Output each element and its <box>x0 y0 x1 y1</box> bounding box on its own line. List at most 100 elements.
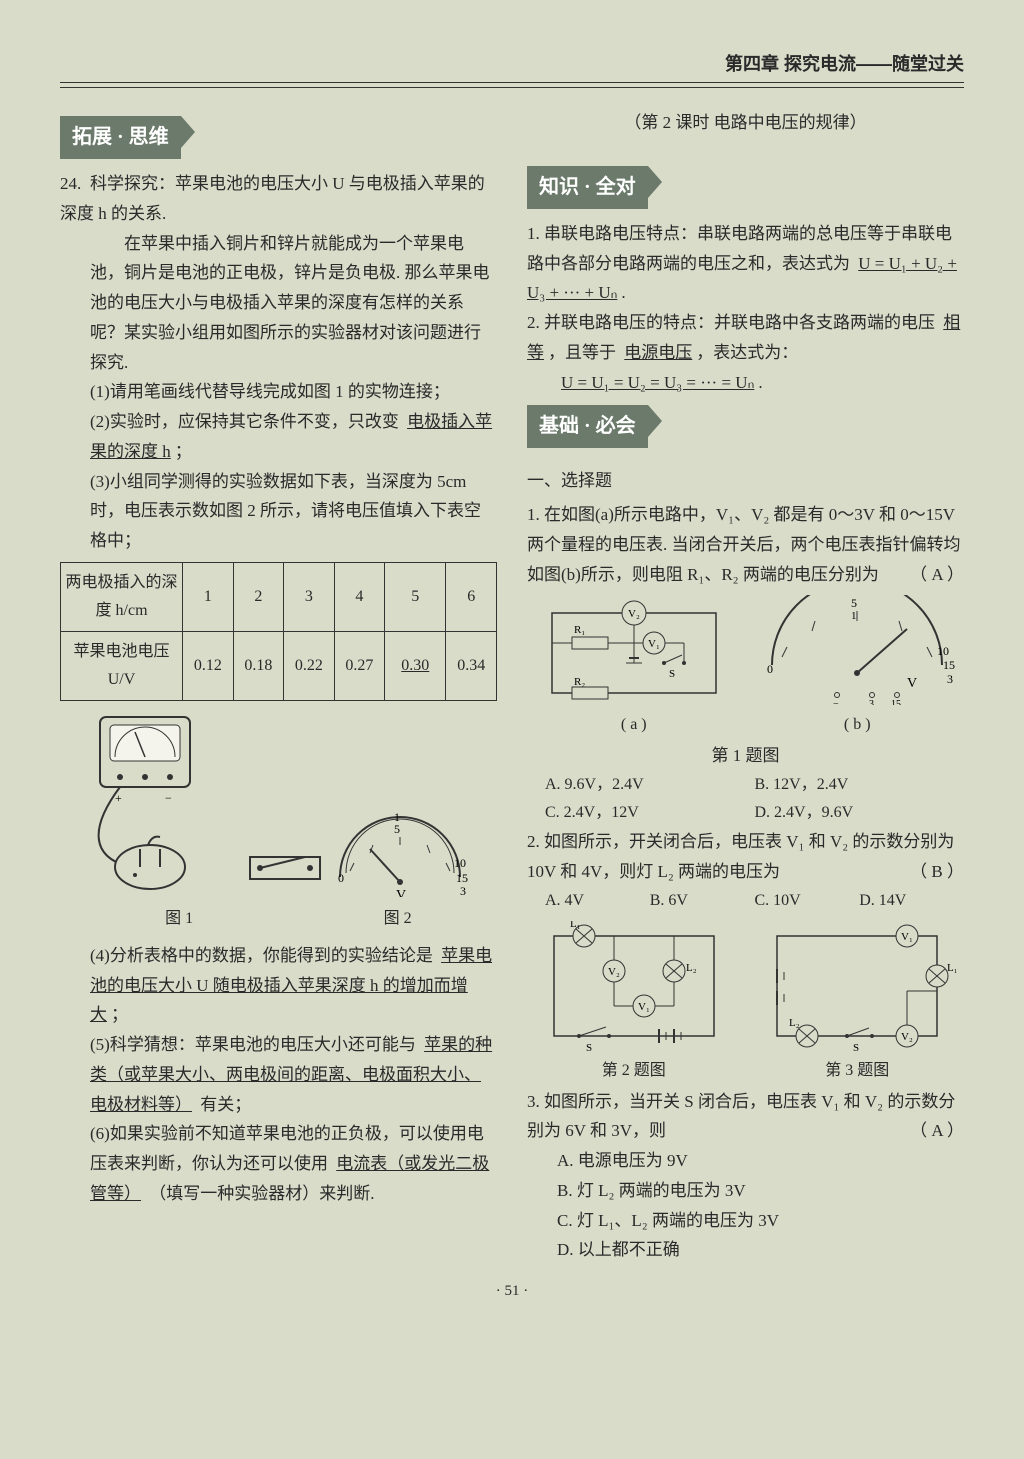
svg-text:L₁: L₁ <box>570 921 581 930</box>
svg-text:15: 15 <box>891 699 901 705</box>
section-tag-tuozhan: 拓展 · 思维 <box>60 116 181 159</box>
svg-text:S: S <box>853 1042 859 1051</box>
left-column: 拓展 · 思维 24.科学探究：苹果电池的电压大小 U 与电极插入苹果的深度 h… <box>60 108 497 1265</box>
q24-sub3: (3)小组同学测得的实验数据如下表，当深度为 5cm 时，电压表示数如图 2 所… <box>60 467 497 556</box>
svg-text:3: 3 <box>947 672 953 686</box>
data-table: 两电极插入的深度 h/cm 1 2 3 4 5 6 苹果电池电压 U/V 0.1… <box>60 562 497 701</box>
k2-answer-2: 电源电压 <box>620 343 696 362</box>
q2-choice-b: B. 6V <box>650 887 755 915</box>
right-column: （第 2 课时 电路中电压的规律） 知识 · 全对 1. 串联电路电压特点：串联… <box>527 108 964 1265</box>
svg-text:15: 15 <box>943 658 955 672</box>
q3-text: 3. 如图所示，当开关 S 闭合后，电压表 V₁ 和 V₂ 的示数分别为 6V … <box>527 1087 964 1147</box>
table-cell: 0.34 <box>446 631 497 700</box>
q1-choice-d: D. 2.4V，9.6V <box>755 799 965 827</box>
q2-choice-a: A. 4V <box>545 887 650 915</box>
q1-text: 1. 在如图(a)所示电路中，V₁、V₂ 都是有 0～3V 和 0～15V两个量… <box>527 500 964 589</box>
q24-sub2-b: ； <box>175 442 192 461</box>
svg-text:L₂: L₂ <box>789 1017 800 1029</box>
svg-text:5: 5 <box>851 596 857 610</box>
q1-choice-c: C. 2.4V，12V <box>545 799 755 827</box>
table-row2-label: 苹果电池电压 U/V <box>61 631 183 700</box>
q3-choice-c: C. 灯 L₁、L₂ 两端的电压为 3V <box>527 1206 964 1236</box>
q24-sub4: (4)分析表格中的数据，你能得到的实验结论是 苹果电池的电压大小 U 随电极插入… <box>60 941 497 1030</box>
q24-sub6-b: （填写一种实验器材）来判断. <box>149 1184 374 1203</box>
q24-sub5: (5)科学猜想：苹果电池的电压大小还可能与 苹果的种类（或苹果大小、两电极间的距… <box>60 1030 497 1119</box>
k2-answer-3: U = U₁ = U₂ = U₃ = ··· = Uₙ <box>557 373 758 392</box>
q3-fig-label: 第 3 题图 <box>757 1057 957 1085</box>
svg-text:15: 15 <box>456 871 468 885</box>
svg-text:3: 3 <box>869 699 874 705</box>
svg-text:0: 0 <box>338 871 344 885</box>
table-row1-label: 两电极插入的深度 h/cm <box>61 562 183 631</box>
knowledge-1: 1. 串联电路电压特点：串联电路两端的总电压等于串联电路中各部分电路两端的电压之… <box>527 219 964 308</box>
k1-text-b: . <box>621 283 625 302</box>
chapter-title: 第四章 探究电流——随堂过关 <box>60 50 964 76</box>
figure-1-svg: +− <box>60 707 497 897</box>
svg-text:R₂: R₂ <box>574 676 585 688</box>
fig1-label: 图 1 <box>60 905 298 933</box>
q2-choices: A. 4V B. 6V C. 10V D. 14V <box>545 887 964 915</box>
two-column-layout: 拓展 · 思维 24.科学探究：苹果电池的电压大小 U 与电极插入苹果的深度 h… <box>60 108 964 1265</box>
svg-text:S: S <box>586 1042 592 1051</box>
q24-sub6: (6)如果实验前不知道苹果电池的正负极，可以使用电压表来判断，你认为还可以使用 … <box>60 1119 497 1208</box>
q24-sub5-a: (5)科学猜想：苹果电池的电压大小还可能与 <box>90 1035 416 1054</box>
q24-sub2: (2)实验时，应保持其它条件不变，只改变 电极插入苹果的深度 h； <box>60 407 497 467</box>
q24-intro: 24.科学探究：苹果电池的电压大小 U 与电极插入苹果的深度 h 的关系. <box>60 169 497 229</box>
table-cell: 0.27 <box>334 631 385 700</box>
k2-text-b: ，且等于 <box>548 343 616 362</box>
q3-answer: （ A ） <box>910 1116 964 1146</box>
q24-number: 24. <box>60 169 90 199</box>
svg-text:V₂: V₂ <box>608 966 620 978</box>
q1-body: 1. 在如图(a)所示电路中，V₁、V₂ 都是有 0～3V 和 0～15V两个量… <box>527 505 961 584</box>
svg-text:V: V <box>907 676 917 691</box>
q1-figb-label: ( b ) <box>757 711 957 739</box>
table-cell: 2 <box>233 562 284 631</box>
k2-text-d: . <box>758 373 762 392</box>
q1-fig-sublabels: ( a ) ( b ) <box>527 711 964 739</box>
q1-figures: V₂ V₁ R₁ S R₂ <box>527 595 964 705</box>
svg-text:L₁: L₁ <box>947 962 957 974</box>
q24-paragraph: 在苹果中插入铜片和锌片就能成为一个苹果电池，铜片是电池的正电极，锌片是负电极. … <box>60 229 497 378</box>
q2q3-fig-labels: 第 2 题图 第 3 题图 <box>527 1057 964 1085</box>
svg-text:V₂: V₂ <box>628 608 640 620</box>
fig2-label: 图 2 <box>298 905 497 933</box>
q3-choice-d: D. 以上都不正确 <box>527 1235 964 1265</box>
svg-text:3: 3 <box>460 884 466 897</box>
svg-text:V: V <box>396 888 406 897</box>
q2-q3-figures: L₁ L₂ V₂ V₁ S V₁ <box>527 921 964 1051</box>
svg-text:V₁: V₁ <box>901 931 913 943</box>
q3-choice-b: B. 灯 L₂ 两端的电压为 3V <box>527 1176 964 1206</box>
table-cell-answer: 0.30 <box>385 631 446 700</box>
k2-text-a: 2. 并联电路电压的特点：并联电路中各支路两端的电压 <box>527 313 935 332</box>
q2-fig-label: 第 2 题图 <box>534 1057 734 1085</box>
q2-body: 2. 如图所示，开关闭合后，电压表 V₁ 和 V₂ 的示数分别为 10V 和 4… <box>527 832 954 881</box>
section-tag-zhishi: 知识 · 全对 <box>527 166 648 209</box>
svg-text:1: 1 <box>394 810 400 824</box>
svg-text:1: 1 <box>851 610 857 622</box>
q1-meter-b: 0 5 10 115 3 V − 3 15 <box>757 595 957 705</box>
q1-figa-label: ( a ) <box>534 711 734 739</box>
q24-sub2-a: (2)实验时，应保持其它条件不变，只改变 <box>90 412 399 431</box>
subheading-choice: 一、选择题 <box>527 466 964 496</box>
table-row: 两电极插入的深度 h/cm 1 2 3 4 5 6 <box>61 562 497 631</box>
knowledge-2: 2. 并联电路电压的特点：并联电路中各支路两端的电压 相等，且等于 电源电压，表… <box>527 308 964 397</box>
q2-choice-c: C. 10V <box>755 887 860 915</box>
svg-text:0: 0 <box>767 662 773 676</box>
svg-text:5: 5 <box>394 822 400 836</box>
table-row: 苹果电池电压 U/V 0.12 0.18 0.22 0.27 0.30 0.34 <box>61 631 497 700</box>
q3-body: 3. 如图所示，当开关 S 闭合后，电压表 V₁ 和 V₂ 的示数分别为 6V … <box>527 1092 955 1141</box>
svg-text:R₁: R₁ <box>574 624 585 636</box>
q3-choice-a: A. 电源电压为 9V <box>527 1146 964 1176</box>
q24-sub4-b: ； <box>111 1005 128 1024</box>
q2-answer: （ B ） <box>910 857 964 887</box>
table-cell: 1 <box>183 562 234 631</box>
q2-circuit: L₁ L₂ V₂ V₁ S <box>534 921 734 1051</box>
svg-text:10: 10 <box>937 644 949 658</box>
k2-text-c: ，表达式为： <box>696 343 798 362</box>
svg-text:−: − <box>165 791 172 805</box>
svg-text:L₂: L₂ <box>686 962 697 974</box>
q1-circuit-a: V₂ V₁ R₁ S R₂ <box>534 595 734 705</box>
q1-choice-b: B. 12V，2.4V <box>755 771 965 799</box>
svg-text:S: S <box>669 668 675 680</box>
header-rule-1 <box>60 82 964 83</box>
